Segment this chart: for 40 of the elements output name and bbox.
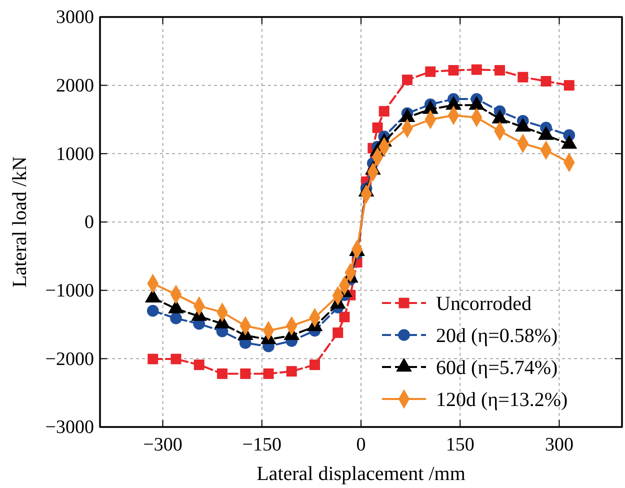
point [146, 304, 159, 317]
legend-label: 120d (η=13.2%) [436, 389, 568, 411]
legend-label: 60d (η=5.74%) [436, 357, 558, 379]
point [518, 72, 528, 82]
point [216, 368, 228, 379]
point [310, 360, 320, 370]
y-axis-title: Lateral load /kN [9, 156, 31, 288]
y-tick-label: 0 [84, 212, 94, 234]
legend-label: Uncorroded [436, 293, 532, 315]
point [425, 66, 436, 77]
x-tick-label: 0 [356, 434, 366, 456]
x-tick-label: −300 [143, 434, 182, 456]
y-tick-label: −2000 [45, 348, 94, 370]
legend-label: 20d (η=0.58%) [436, 325, 558, 347]
point [148, 354, 158, 364]
y-tick-label: 2000 [56, 75, 94, 96]
point [263, 368, 274, 379]
point [194, 360, 204, 370]
point [339, 312, 350, 322]
point [170, 312, 182, 324]
point [378, 106, 390, 117]
x-tick-label: 150 [446, 434, 474, 456]
y-tick-label: −1000 [45, 280, 94, 302]
point [448, 65, 459, 76]
point [540, 76, 552, 86]
y-tick-label: 3000 [56, 7, 94, 28]
point [471, 64, 482, 75]
x-tick-label: 300 [544, 434, 574, 456]
y-tick-label: −3000 [45, 417, 94, 438]
y-tick-label: 1000 [56, 144, 94, 165]
point [372, 122, 383, 133]
point [240, 368, 251, 379]
point [170, 354, 182, 364]
point [564, 80, 574, 91]
point [286, 366, 297, 377]
point [332, 327, 344, 338]
x-axis-title: Lateral displacement /mm [256, 463, 466, 485]
point [402, 74, 412, 86]
point [494, 65, 506, 76]
x-tick-label: −150 [242, 434, 282, 456]
